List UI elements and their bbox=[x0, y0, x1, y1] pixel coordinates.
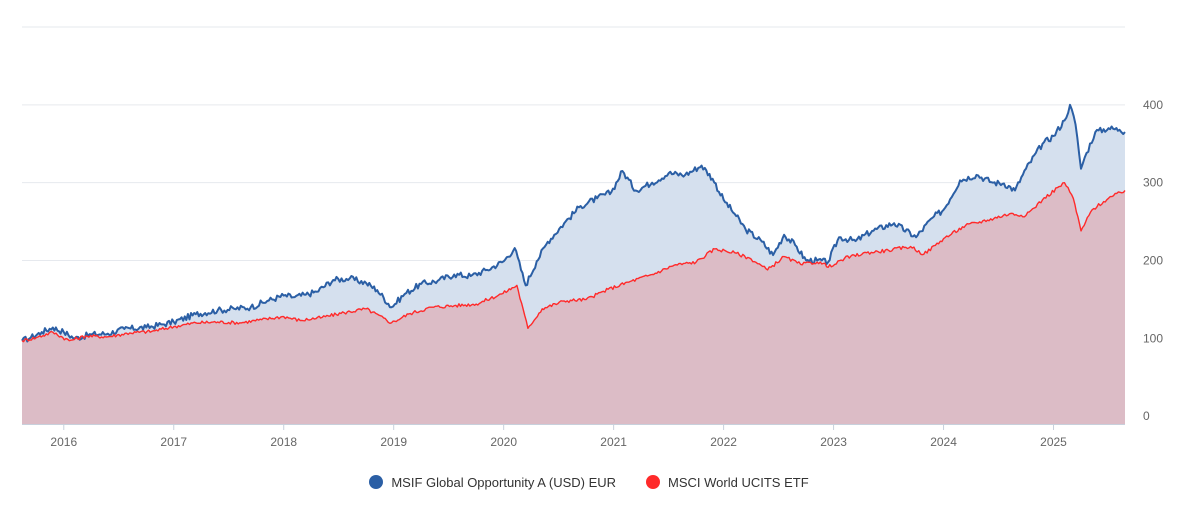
x-tick-label: 2022 bbox=[710, 435, 737, 449]
series-line-msif bbox=[21, 103, 1126, 343]
x-tick-label: 2020 bbox=[490, 435, 517, 449]
x-tick-label: 2025 bbox=[1040, 435, 1067, 449]
x-tick-label: 2024 bbox=[930, 435, 957, 449]
y-axis-ticks: 0 100 200 300 400 bbox=[1143, 98, 1163, 423]
series-line-msci bbox=[21, 182, 1126, 343]
y-tick-label: 400 bbox=[1143, 98, 1163, 112]
legend-label-msci: MSCI World UCITS ETF bbox=[668, 474, 809, 490]
series-areas bbox=[22, 104, 1125, 425]
y-tick-label: 200 bbox=[1143, 254, 1163, 268]
series-lines bbox=[21, 103, 1126, 343]
legend-marker-msif bbox=[369, 475, 384, 489]
x-tick-label: 2016 bbox=[50, 435, 77, 449]
legend-item-msif-global-opportunity[interactable]: MSIF Global Opportunity A (USD) EUR bbox=[369, 475, 616, 490]
y-tick-label: 100 bbox=[1143, 331, 1163, 345]
y-tick-label: 0 bbox=[1143, 409, 1150, 423]
x-tick-label: 2019 bbox=[380, 435, 407, 449]
performance-chart: 2016 2017 2018 2019 2020 2021 2022 2023 2024 2025… bbox=[21, 26, 1163, 449]
legend-label-msif: MSIF Global Opportunity A (USD) EUR bbox=[391, 474, 617, 490]
x-tick-label: 2018 bbox=[270, 435, 297, 449]
x-tick-label: 2023 bbox=[820, 435, 847, 449]
x-tick-label: 2017 bbox=[160, 435, 187, 449]
y-tick-label: 300 bbox=[1143, 176, 1163, 190]
x-tick-label: 2021 bbox=[600, 435, 627, 449]
x-axis-ticks: 2016 2017 2018 2019 2020 2021 2022 2023 2024 2025 bbox=[50, 424, 1067, 449]
legend-item-msci-world[interactable]: MSCI World UCITS ETF bbox=[646, 475, 809, 490]
legend-marker-msci bbox=[646, 475, 661, 489]
series-area-msci bbox=[22, 182, 1125, 424]
chart-legend: MSIF Global Opportunity A (USD) EUR MSCI… bbox=[0, 470, 1178, 494]
